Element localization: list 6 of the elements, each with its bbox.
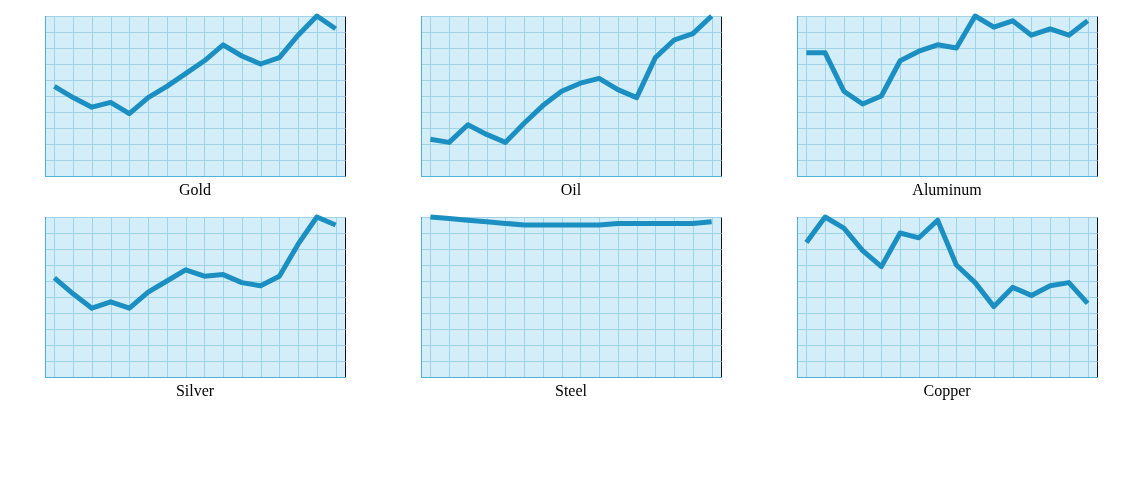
text: Aluminum [912,181,983,198]
text: Oil [560,181,582,198]
text: Copper [923,382,972,400]
text: Silver [175,382,215,399]
text: Steel [555,382,588,399]
text: Gold [179,181,211,198]
